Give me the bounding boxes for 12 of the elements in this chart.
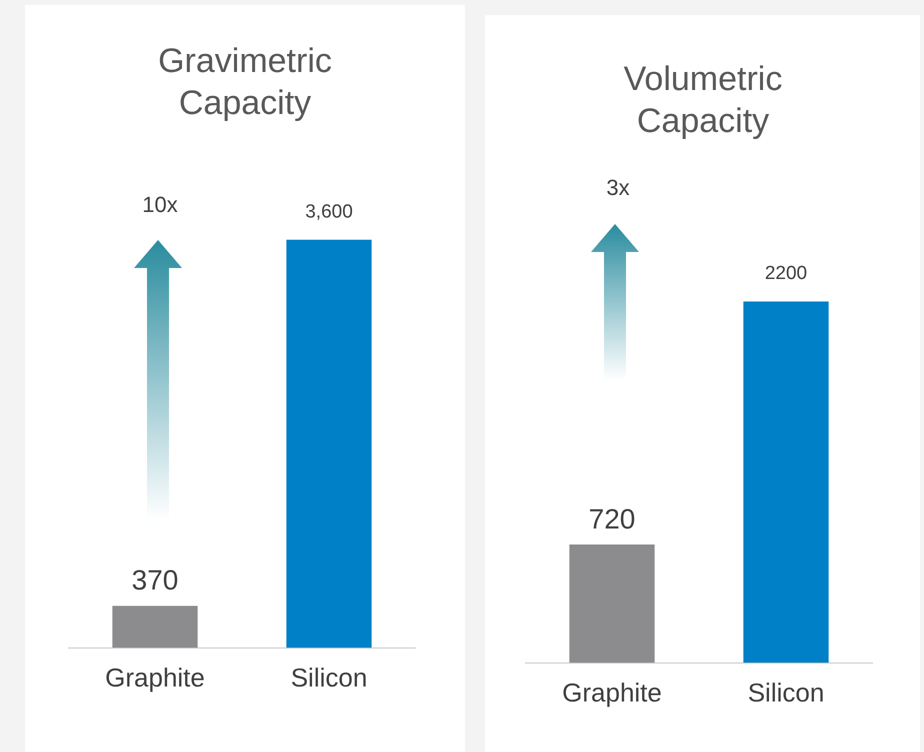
data-label: 720 bbox=[588, 503, 636, 534]
chart-title: Gravimetric Capacity bbox=[157, 41, 333, 124]
x-tick-label: Silicon bbox=[290, 662, 368, 693]
data-label: 370 bbox=[132, 564, 178, 596]
text: 10x bbox=[142, 192, 178, 218]
data-label: 3,600 bbox=[305, 202, 353, 222]
x-tick-label: Graphite bbox=[105, 662, 205, 693]
text: 3x bbox=[606, 175, 630, 201]
x-tick-label: Graphite bbox=[562, 678, 662, 708]
x-tick-label: Silicon bbox=[748, 678, 824, 708]
data-label: 2200 bbox=[764, 263, 808, 284]
chart-title: Volumetric Capacity bbox=[622, 59, 784, 142]
